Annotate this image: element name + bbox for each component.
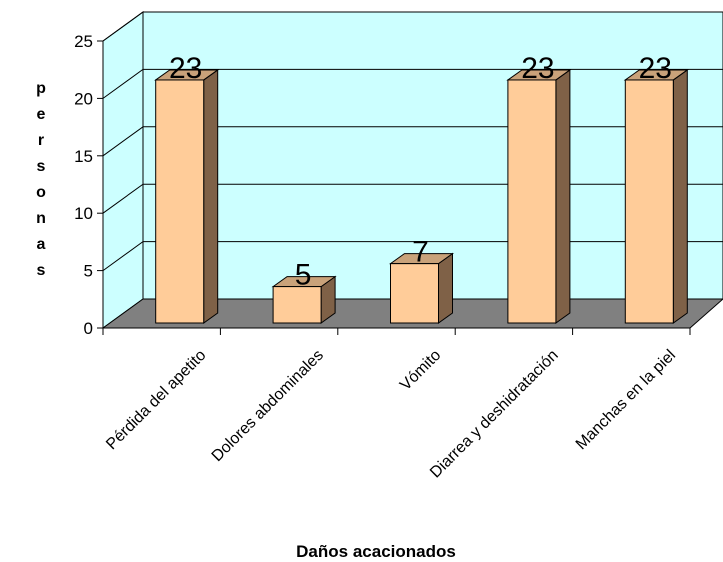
- bar-front: [155, 79, 205, 324]
- y-axis-title-letter: a: [37, 236, 46, 253]
- y-axis-title-letter: e: [37, 106, 46, 123]
- data-label: 23: [639, 52, 672, 85]
- side-wall: [102, 11, 144, 329]
- x-axis-title: Daños acacionados: [296, 542, 456, 561]
- y-axis-title-letter: n: [36, 210, 46, 227]
- bar-front: [624, 79, 674, 324]
- bar: [623, 68, 689, 324]
- bar-front: [390, 263, 439, 324]
- bar-side: [555, 68, 571, 324]
- gridline: [102, 11, 723, 42]
- y-tick-label: 0: [84, 319, 93, 338]
- data-label: 23: [521, 52, 554, 85]
- gridline: [102, 68, 723, 99]
- y-axis-title-letter: o: [36, 184, 46, 201]
- y-axis-title-letter: r: [38, 132, 44, 149]
- y-axis-title-letter: s: [37, 262, 46, 279]
- bar-front: [507, 79, 557, 324]
- y-axis-title-letter: s: [37, 158, 46, 175]
- y-tick-label: 15: [74, 147, 93, 166]
- y-tick-label: 10: [74, 204, 93, 223]
- y-tick-label: 20: [74, 89, 93, 108]
- category-label: Dolores abdominales: [209, 347, 327, 465]
- category-label: Vómito: [397, 347, 444, 394]
- bar-front: [272, 286, 322, 324]
- bar: [506, 68, 572, 324]
- y-axis: 0 5 10 15 20 25: [74, 32, 691, 338]
- data-label: 23: [169, 52, 202, 85]
- bar-side: [672, 68, 688, 324]
- category-label: Manchas en la piel: [573, 347, 679, 453]
- category-label: Diarrea y deshidratación: [427, 347, 562, 482]
- bar: [154, 68, 220, 324]
- data-label: 5: [295, 259, 312, 292]
- category-labels: Pérdida del apetito Dolores abdominales Vó…: [103, 347, 679, 482]
- bars: 23 5 7 23 23: [154, 52, 689, 324]
- y-axis-title-letter: p: [36, 80, 46, 97]
- y-tick-label: 5: [84, 262, 93, 281]
- category-label: Pérdida del apetito: [103, 347, 209, 453]
- bar-side: [203, 68, 219, 324]
- data-label: 7: [412, 236, 429, 269]
- y-tick-label: 25: [74, 32, 93, 51]
- bar: [271, 275, 337, 324]
- bar-side: [438, 252, 453, 324]
- bar: [388, 252, 455, 324]
